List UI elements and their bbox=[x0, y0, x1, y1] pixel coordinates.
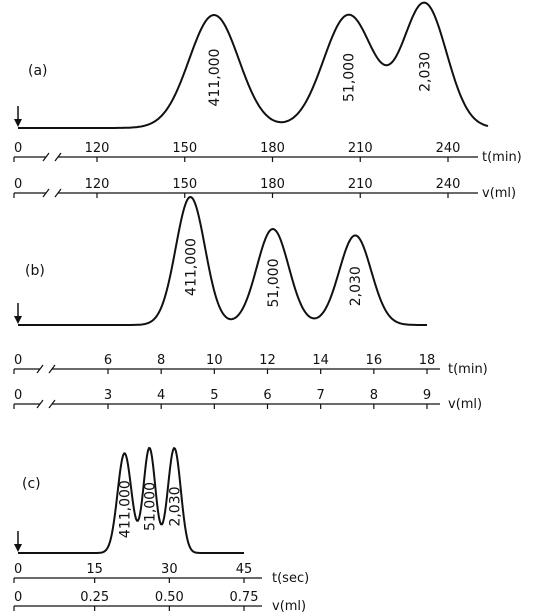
peak-label: 51,000 bbox=[142, 482, 158, 531]
axis-unit-label: t(sec) bbox=[272, 571, 309, 586]
tick-label: 9 bbox=[423, 388, 431, 403]
tick-label: 240 bbox=[436, 177, 461, 192]
tick-label: 30 bbox=[161, 562, 178, 577]
tick-label: 210 bbox=[348, 141, 373, 156]
peak-label: 411,000 bbox=[183, 238, 199, 296]
injection-arrow-head bbox=[14, 119, 22, 127]
volume-axis: 0 3 4 5 6 7 8 9 v(ml) bbox=[13, 388, 482, 412]
tick-label: 0 bbox=[14, 388, 22, 403]
peak-label: 2,030 bbox=[418, 52, 434, 92]
tick-label: 6 bbox=[263, 388, 271, 403]
peak-label: 51,000 bbox=[342, 53, 358, 102]
peak-label: 411,000 bbox=[207, 49, 223, 107]
axis-unit-label: v(ml) bbox=[482, 186, 516, 201]
tick-label: 150 bbox=[172, 177, 197, 192]
tick-label: 210 bbox=[348, 177, 373, 192]
tick-label: 45 bbox=[236, 562, 253, 577]
time-axis: 0 15 30 45 t(sec) bbox=[13, 562, 309, 586]
peak-label: 411,000 bbox=[118, 480, 134, 538]
tick-label: 7 bbox=[317, 388, 325, 403]
volume-axis: 0 120 150 180 210 240 v(ml) bbox=[13, 177, 516, 201]
tick-label: 0.75 bbox=[230, 590, 259, 605]
tick-label: 0 bbox=[14, 353, 22, 368]
axis-unit-label: v(ml) bbox=[448, 397, 482, 412]
tick-label: 14 bbox=[312, 353, 329, 368]
tick-label: 180 bbox=[260, 177, 285, 192]
tick-label: 3 bbox=[104, 388, 112, 403]
tick-label: 18 bbox=[419, 353, 436, 368]
peak-label: 51,000 bbox=[266, 259, 282, 308]
chromatogram-trace bbox=[18, 447, 244, 554]
axis-break-mark bbox=[36, 399, 56, 409]
peak-label: 2,030 bbox=[348, 266, 364, 306]
injection-arrow-head bbox=[14, 316, 22, 324]
axis-unit-label: t(min) bbox=[448, 362, 488, 377]
tick-label: 0.50 bbox=[155, 590, 184, 605]
tick-label: 10 bbox=[206, 353, 223, 368]
tick-label: 150 bbox=[172, 141, 197, 156]
tick-label: 4 bbox=[157, 388, 165, 403]
axis-break-mark bbox=[42, 188, 62, 198]
tick-label: 15 bbox=[86, 562, 103, 577]
chromatogram-trace bbox=[18, 1, 489, 129]
peak-label: 2,030 bbox=[167, 486, 183, 526]
tick-label: 12 bbox=[259, 353, 276, 368]
injection-arrow-head bbox=[14, 544, 22, 552]
tick-label: 0.25 bbox=[80, 590, 109, 605]
chart-panel-a: (a) 411,000 51,000 2,030 0 120 150 180 210 240 t(m… bbox=[13, 1, 522, 201]
tick-label: 120 bbox=[85, 141, 110, 156]
tick-label: 120 bbox=[85, 177, 110, 192]
panel-label: (a) bbox=[28, 63, 48, 79]
time-axis: 0 120 150 180 210 240 t(min) bbox=[13, 141, 522, 165]
panel-label: (c) bbox=[22, 476, 41, 492]
chromatogram-trace bbox=[18, 196, 427, 326]
tick-label: 6 bbox=[104, 353, 112, 368]
tick-label: 8 bbox=[157, 353, 165, 368]
time-axis: 0 6 8 10 12 14 16 18 t(min) bbox=[13, 353, 488, 377]
tick-label: 240 bbox=[436, 141, 461, 156]
tick-label: 0 bbox=[14, 562, 22, 577]
axis-break-mark bbox=[36, 364, 56, 374]
panel-label: (b) bbox=[25, 263, 45, 279]
tick-label: 8 bbox=[370, 388, 378, 403]
tick-label: 180 bbox=[260, 141, 285, 156]
tick-label: 5 bbox=[210, 388, 218, 403]
axis-break-mark bbox=[42, 152, 62, 162]
tick-label: 0 bbox=[14, 590, 22, 605]
axis-unit-label: v(ml) bbox=[272, 599, 306, 614]
tick-label: 0 bbox=[14, 141, 22, 156]
axis-unit-label: t(min) bbox=[482, 150, 522, 165]
chart-panel-b: (b) 411,000 51,000 2,030 0 6 8 10 12 14 16 18 t(min)… bbox=[13, 196, 488, 412]
tick-label: 0 bbox=[14, 177, 22, 192]
volume-axis: 0 0.25 0.50 0.75 v(ml) bbox=[13, 590, 306, 614]
tick-label: 16 bbox=[366, 353, 383, 368]
